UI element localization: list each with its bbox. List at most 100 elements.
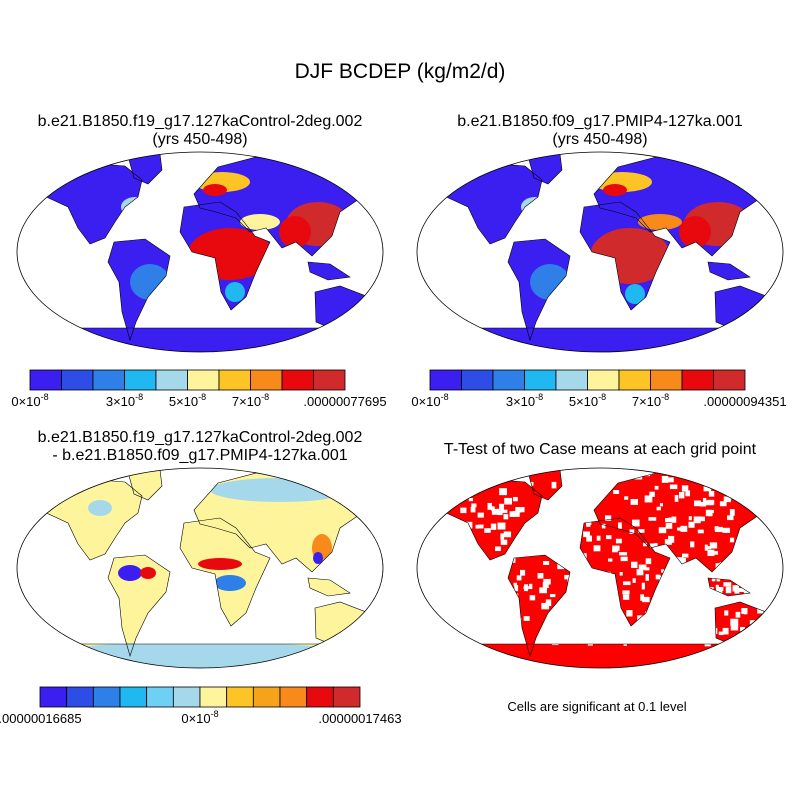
field-patch xyxy=(225,282,245,302)
insignificant-cell xyxy=(497,473,503,479)
insignificant-cell xyxy=(512,496,518,502)
insignificant-cell xyxy=(619,572,623,576)
insignificant-cell xyxy=(723,582,732,587)
insignificant-cell xyxy=(514,585,519,592)
insignificant-cell xyxy=(702,497,707,504)
insignificant-cell xyxy=(719,501,727,507)
insignificant-cell xyxy=(636,569,644,576)
insignificant-cell xyxy=(669,484,678,490)
insignificant-cell xyxy=(727,515,734,521)
insignificant-cell xyxy=(629,529,635,534)
note: Cells are significant at 0.1 level xyxy=(507,699,686,714)
insignificant-cell xyxy=(632,519,640,527)
insignificant-cell xyxy=(487,481,493,488)
insignificant-cell xyxy=(737,588,746,592)
colorbar-swatch xyxy=(650,369,683,391)
colorbar-swatch xyxy=(681,369,714,391)
insignificant-cell xyxy=(541,602,550,610)
insignificant-cell xyxy=(648,517,657,521)
insignificant-cell xyxy=(656,506,661,511)
insignificant-cell xyxy=(763,503,768,510)
insignificant-cell xyxy=(700,502,707,507)
insignificant-cell xyxy=(509,511,515,517)
colorbar-swatch xyxy=(279,686,308,708)
map-border xyxy=(416,151,784,353)
coastline xyxy=(307,261,351,281)
insignificant-cell xyxy=(757,608,764,614)
coastline xyxy=(579,517,671,627)
insignificant-cell xyxy=(671,516,677,523)
colorbar-swatch xyxy=(618,369,651,391)
colorbar-swatch xyxy=(306,686,334,708)
insignificant-cell xyxy=(643,542,647,547)
insignificant-cell xyxy=(741,608,748,614)
insignificant-cell xyxy=(624,496,629,500)
insignificant-cell xyxy=(640,594,645,601)
coastline xyxy=(507,554,571,658)
insignificant-cell xyxy=(649,543,656,549)
insignificant-cell xyxy=(705,509,712,517)
colorbar-swatch xyxy=(713,369,746,391)
coastline xyxy=(507,238,571,342)
insignificant-cell xyxy=(641,582,645,590)
insignificant-cell xyxy=(655,574,661,580)
insignificant-cell xyxy=(503,514,509,520)
figure-title: DJF BCDEP (kg/m2/d) xyxy=(295,60,506,83)
insignificant-cell xyxy=(685,490,691,497)
insignificant-cell xyxy=(753,474,758,482)
insignificant-cell xyxy=(557,564,565,570)
insignificant-cell xyxy=(769,507,775,511)
insignificant-cell xyxy=(593,545,601,552)
insignificant-cell xyxy=(537,573,544,579)
insignificant-cell xyxy=(766,511,768,516)
insignificant-cell xyxy=(705,500,714,506)
insignificant-cell xyxy=(685,472,690,478)
insignificant-cell xyxy=(631,561,638,569)
insignificant-cell xyxy=(520,506,525,513)
colorbar-label: 0×10-8 xyxy=(181,709,218,726)
insignificant-cell xyxy=(754,480,759,484)
colorbar-label: 7×10-8 xyxy=(632,392,669,409)
field-patch xyxy=(625,284,645,304)
insignificant-cell xyxy=(762,615,767,623)
field-patch xyxy=(210,478,350,502)
insignificant-cell xyxy=(729,509,735,516)
insignificant-cell xyxy=(693,516,701,524)
insignificant-cell xyxy=(644,495,653,503)
insignificant-cell xyxy=(528,583,533,590)
field-patch xyxy=(240,214,280,230)
insignificant-cell xyxy=(613,490,620,495)
coastline xyxy=(307,577,351,597)
colorbar-swatch xyxy=(429,369,462,391)
insignificant-cell xyxy=(495,546,501,552)
insignificant-cell xyxy=(523,616,530,621)
colorbar-swatch xyxy=(461,369,494,391)
insignificant-cell xyxy=(708,490,715,497)
insignificant-cell xyxy=(455,470,462,473)
colorbar-label: 0×10-8 xyxy=(11,392,48,409)
insignificant-cell xyxy=(711,577,716,582)
insignificant-cell xyxy=(677,527,685,531)
field-patch xyxy=(198,558,242,570)
colorbar-label: 7×10-8 xyxy=(232,392,269,409)
insignificant-cell xyxy=(649,491,655,497)
colorbar-swatch xyxy=(119,686,148,708)
insignificant-cell xyxy=(732,623,738,629)
colorbar-swatch xyxy=(146,686,174,708)
colorbar-label: 5×10-8 xyxy=(569,392,606,409)
insignificant-cell xyxy=(756,472,763,478)
insignificant-cell xyxy=(605,535,612,540)
field-patch xyxy=(40,642,368,668)
insignificant-cell xyxy=(740,626,745,632)
colorbar-swatch xyxy=(218,369,251,391)
insignificant-cell xyxy=(728,488,733,495)
coastline xyxy=(707,261,751,281)
panel-title: - b.e21.B1850.f09_g17.PMIP4-127ka.001 xyxy=(52,447,347,464)
colorbar-swatch xyxy=(281,369,314,391)
insignificant-cell xyxy=(601,523,606,529)
insignificant-cell xyxy=(503,531,512,538)
field-patch xyxy=(313,552,323,564)
insignificant-cell xyxy=(549,594,556,598)
insignificant-cell xyxy=(725,475,733,481)
field-patch xyxy=(214,575,246,591)
